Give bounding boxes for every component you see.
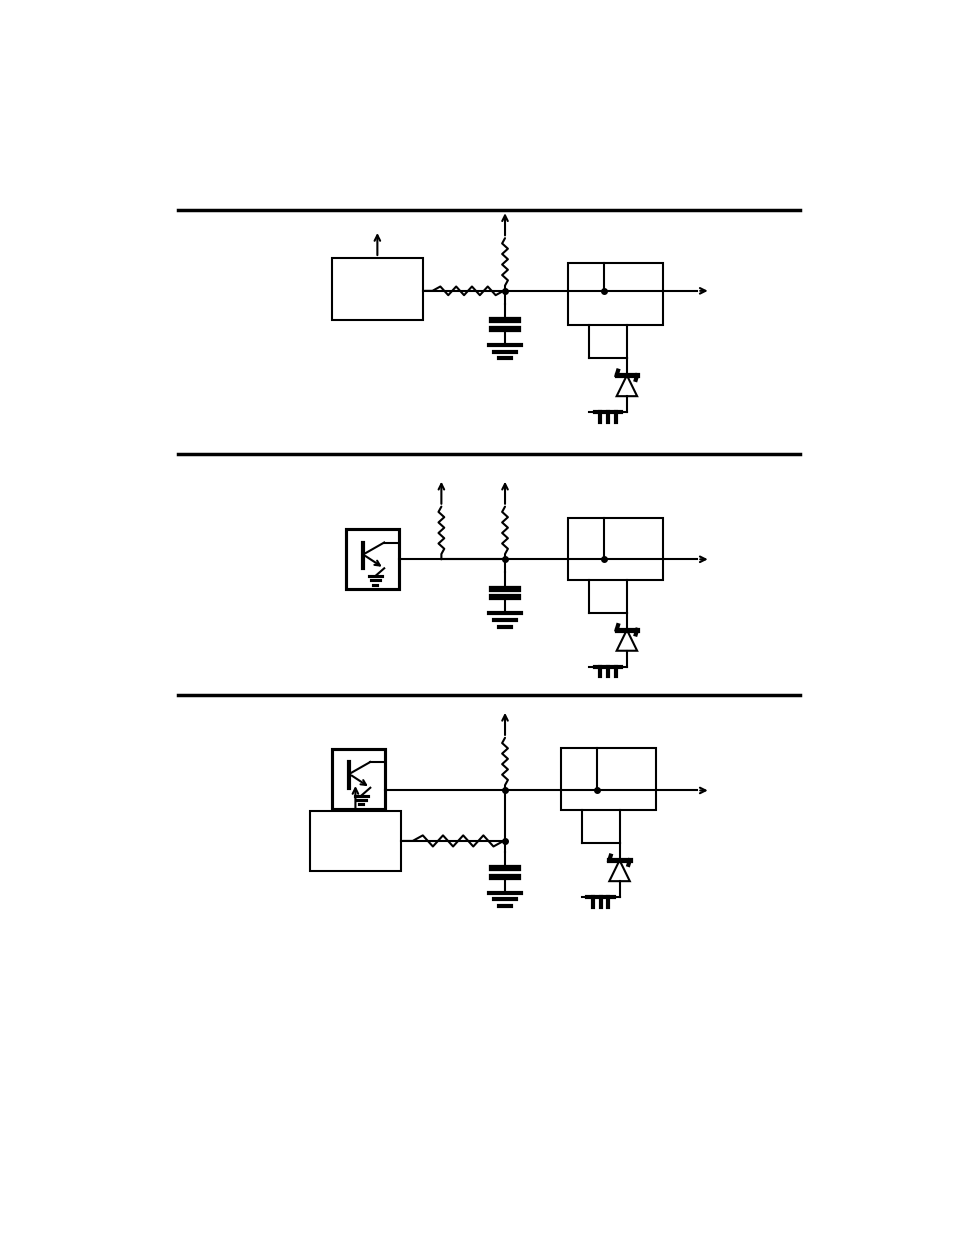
Bar [567,517,662,579]
Bar [310,811,400,871]
Bar [346,530,398,589]
Bar [332,258,422,320]
Bar [560,748,655,810]
Bar [332,748,385,809]
Bar [567,263,662,325]
